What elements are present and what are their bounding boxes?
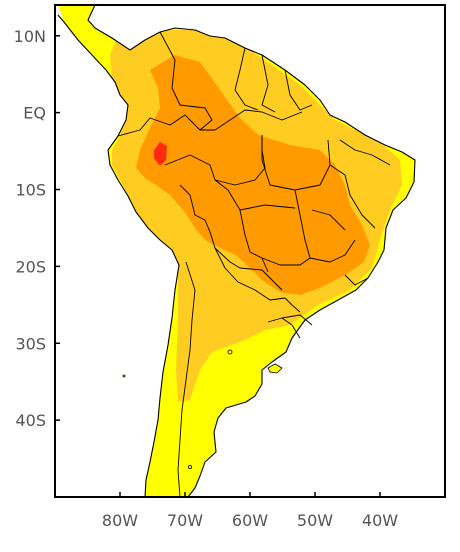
border-brazil-states-d [261, 257, 311, 266]
falkland-like-island [267, 363, 283, 374]
border-peru-brazil [164, 135, 266, 186]
country-borders [117, 31, 391, 498]
border-brazil-north [200, 109, 303, 131]
lat-tick-label: EQ [23, 104, 46, 123]
border-argentina-uruguay [267, 317, 301, 339]
border-peru-bolivia [179, 184, 216, 249]
border-venezuela-guyana [234, 47, 259, 111]
border-suriname-guiana [284, 69, 313, 111]
border-brazil-states-g [239, 204, 296, 211]
continent-coastline [57, 4, 416, 498]
small-islands [122, 349, 283, 469]
latitude-axis: 10N EQ 10S 20S 30S 40S [14, 27, 60, 430]
border-chile-argentina [177, 261, 196, 498]
island-a [227, 349, 233, 355]
island-b [187, 464, 192, 469]
lat-tick-label: 40S [15, 411, 46, 430]
border-bolivia-paraguay [214, 247, 283, 291]
lon-tick-label: 60W [232, 511, 268, 530]
lat-tick-label: 20S [15, 257, 46, 276]
border-colombia-venezuela [159, 31, 213, 131]
contour-level-2 [136, 55, 370, 295]
border-brazil-states-h [344, 274, 369, 286]
lat-tick-label: 10S [15, 181, 46, 200]
border-brazil-uruguay [281, 314, 313, 326]
border-brazil-paraguay [284, 297, 301, 313]
border-brazil-states-b [329, 164, 376, 229]
border-argentina-paraguay [214, 247, 286, 301]
border-guyana-suriname [261, 54, 276, 113]
border-brazil-states-f [339, 139, 391, 166]
lat-tick-label: 30S [15, 334, 46, 353]
lon-tick-label: 50W [297, 511, 333, 530]
lon-tick-label: 80W [102, 511, 138, 530]
longitude-axis: 80W 70W 60W 50W 40W [102, 492, 398, 530]
lon-tick-label: 40W [362, 511, 398, 530]
island-c [122, 374, 126, 378]
lon-tick-label: 70W [167, 511, 203, 530]
lat-tick-label: 10N [14, 27, 46, 46]
border-brazil-states-e [311, 209, 346, 231]
contour-level-3 [154, 142, 167, 166]
border-colombia-ecuador-peru [117, 114, 201, 137]
